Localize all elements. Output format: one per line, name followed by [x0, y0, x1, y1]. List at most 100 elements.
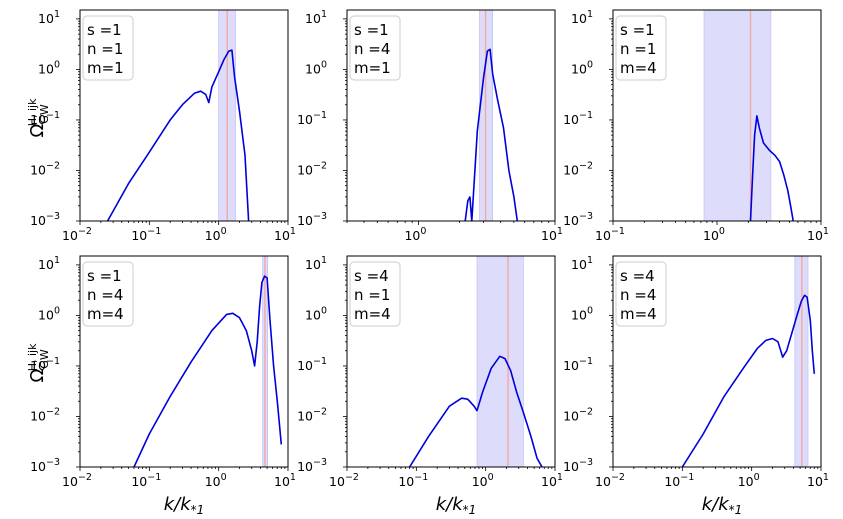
- panel-2: 10−3 10−2 10−1 100 101 100 101 s =1n =4m=1: [297, 9, 563, 243]
- y-tick-label: 10−3: [297, 211, 327, 228]
- y-tick-label: 100: [38, 305, 60, 322]
- y-tick-label: 10−1: [30, 356, 60, 373]
- x-tick-label: 10−1: [398, 472, 428, 489]
- legend-entry: n =4: [620, 286, 656, 304]
- shaded-band: [476, 256, 524, 467]
- legend-entry: m=4: [620, 59, 657, 77]
- legend-entry: n =1: [354, 286, 390, 304]
- y-tick-label: 10−1: [563, 356, 593, 373]
- y-axis-label-bottom: ΩGWH, ijk: [26, 343, 51, 383]
- legend-entry: s =1: [354, 21, 389, 39]
- y-tick-label: 10−2: [563, 406, 593, 423]
- y-tick-label: 101: [571, 255, 593, 272]
- legend: s =4n =4m=4: [615, 261, 667, 327]
- axes-frame: [346, 255, 556, 468]
- x-tick-label: 10−2: [62, 226, 92, 243]
- legend: s =1n =1m=4: [615, 15, 667, 81]
- y-tick-label: 10−2: [30, 160, 60, 177]
- x-tick-label: 10−2: [62, 472, 92, 489]
- x-tick-label: 101: [274, 226, 296, 243]
- x-axis-label-1: k/k*1: [164, 494, 205, 517]
- legend-box: [615, 15, 667, 81]
- legend-entry: n =4: [87, 286, 123, 304]
- y-tick-label: 10−2: [297, 406, 327, 423]
- y-tick-label: 101: [38, 9, 60, 26]
- legend-box: [349, 261, 401, 327]
- y-tick-label: 101: [38, 255, 60, 272]
- y-tick-label: 101: [571, 9, 593, 26]
- x-tick-label: 100: [404, 226, 426, 243]
- svg-text:k/k*1: k/k*1: [702, 494, 743, 517]
- y-tick-label: 101: [305, 255, 327, 272]
- legend-entry: m=4: [354, 305, 391, 323]
- legend-entry: n =1: [87, 40, 123, 58]
- legend-entry: s =1: [87, 21, 122, 39]
- y-tick-label: 10−2: [297, 160, 327, 177]
- legend: s =4n =1m=4: [349, 261, 401, 327]
- x-tick-label: 100: [205, 226, 227, 243]
- legend-entry: s =4: [354, 267, 389, 285]
- legend-box: [615, 261, 667, 327]
- y-tick-label: 10−2: [30, 406, 60, 423]
- series-line: [681, 294, 816, 467]
- legend-entry: m=1: [87, 59, 124, 77]
- y-tick-label: 101: [305, 9, 327, 26]
- axes-frame: [79, 255, 289, 468]
- x-tick-label: 100: [205, 472, 227, 489]
- x-tick-label: 10−1: [664, 472, 694, 489]
- legend: s =1n =1m=1: [82, 15, 134, 81]
- y-tick-label: 10−3: [30, 457, 60, 474]
- series-line: [133, 275, 283, 467]
- y-tick-label: 100: [305, 59, 327, 76]
- x-tick-label: 101: [807, 472, 829, 489]
- x-tick-label: 100: [738, 472, 760, 489]
- series-line: [749, 115, 794, 221]
- legend-box: [349, 15, 401, 81]
- y-tick-label: 100: [571, 59, 593, 76]
- x-tick-label: 10−2: [329, 472, 359, 489]
- legend-box: [82, 15, 134, 81]
- shaded-band: [703, 10, 772, 221]
- legend-entry: m=4: [87, 305, 124, 323]
- y-tick-label: 10−1: [297, 110, 327, 127]
- y-tick-label: 10−1: [563, 110, 593, 127]
- legend-entry: s =1: [620, 21, 655, 39]
- ylabel-text-bottom: ΩGWH, ijk: [26, 343, 51, 383]
- x-tick-label: 101: [274, 472, 296, 489]
- x-tick-label: 101: [541, 226, 563, 243]
- svg-text:k/k*1: k/k*1: [164, 494, 205, 517]
- legend-entry: m=1: [354, 59, 391, 77]
- legend-entry: s =4: [620, 267, 655, 285]
- legend-box: [82, 261, 134, 327]
- y-tick-label: 10−3: [563, 457, 593, 474]
- y-tick-label: 10−3: [30, 211, 60, 228]
- legend: s =1n =4m=1: [349, 15, 401, 81]
- y-tick-label: 100: [571, 305, 593, 322]
- series-line: [106, 49, 250, 221]
- svg-text:k/k*1: k/k*1: [436, 494, 477, 517]
- y-tick-label: 10−2: [563, 160, 593, 177]
- y-tick-label: 100: [38, 59, 60, 76]
- y-tick-label: 100: [305, 305, 327, 322]
- x-tick-label: 101: [807, 226, 829, 243]
- panel-3: 10−3 10−2 10−1 100 101 10−1 100 101 s =1n =1m=4: [563, 9, 829, 243]
- y-tick-label: 10−3: [563, 211, 593, 228]
- x-tick-label: 100: [703, 226, 725, 243]
- axes-frame: [612, 255, 822, 468]
- legend: s =1n =4m=4: [82, 261, 134, 327]
- x-tick-label: 101: [541, 472, 563, 489]
- axes-frame: [79, 9, 289, 222]
- series-line: [408, 355, 543, 467]
- axes-frame: [346, 9, 556, 222]
- x-tick-label: 10−1: [131, 472, 161, 489]
- legend-entry: s =1: [87, 267, 122, 285]
- y-tick-label: 10−1: [30, 110, 60, 127]
- x-tick-label: 10−2: [595, 472, 625, 489]
- y-axis-label-top: ΩGWH, ijk: [26, 98, 51, 138]
- y-tick-label: 10−3: [297, 457, 327, 474]
